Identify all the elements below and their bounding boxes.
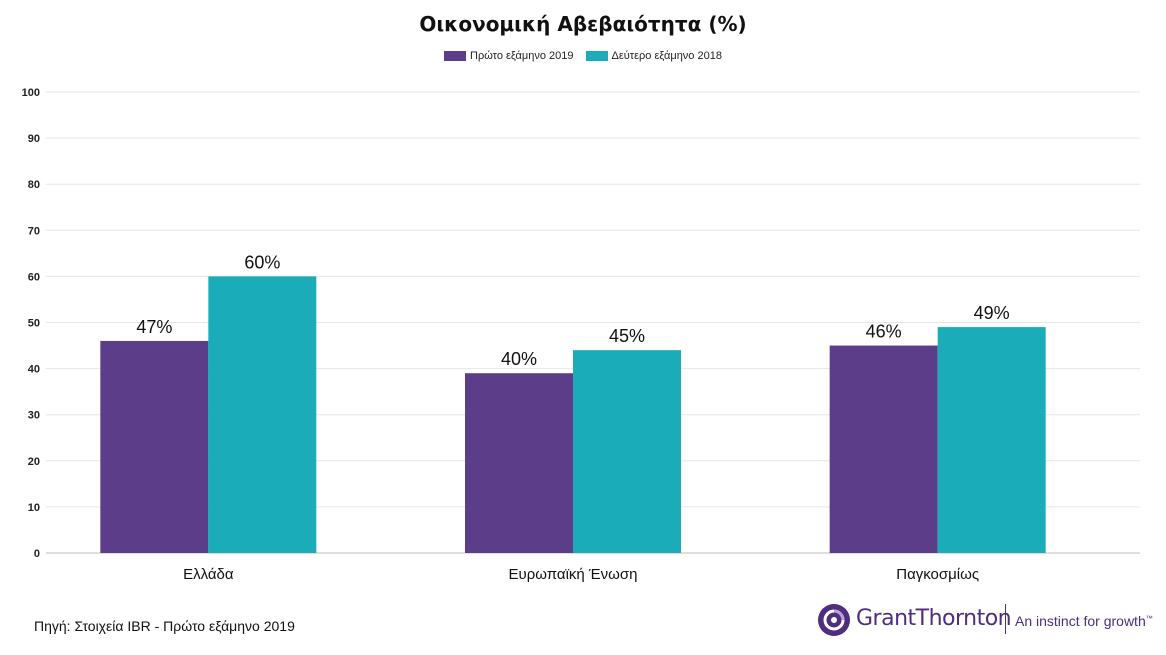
data-label: 45%	[609, 326, 645, 346]
legend-swatch-series-1	[444, 51, 467, 61]
data-label: 46%	[866, 322, 902, 342]
bar-chart: 0 10 20 30 40 50 60 70 80 90 100 47% 60% Ελλάδα 40% 45%…	[22, 87, 1140, 583]
x-tick-label: Ευρωπαϊκή Ένωση	[509, 566, 638, 583]
brand-logo: GrantThornton An instinct for growth™	[814, 600, 1159, 640]
bar	[937, 327, 1046, 553]
y-tick-label: 30	[28, 410, 40, 422]
legend-swatch-series-2	[585, 51, 608, 61]
source-note: Πηγή: Στοιχεία IBR - Πρώτο εξάμηνο 2019	[34, 618, 295, 634]
y-tick-label: 60	[28, 271, 40, 283]
brand-logo-icon	[818, 604, 850, 636]
legend-item-series-1[interactable]: Πρώτο εξάμηνο 2019	[444, 50, 574, 62]
legend-label-series-2: Δεύτερο εξάμηνο 2018	[611, 50, 722, 62]
bar	[465, 373, 573, 553]
brand-divider	[1005, 604, 1006, 634]
brand-tagline-text: An instinct for growth	[1015, 613, 1146, 629]
y-tick-label: 0	[34, 548, 40, 560]
y-tick-label: 90	[28, 133, 40, 145]
y-tick-label: 100	[22, 87, 40, 99]
legend-item-series-2[interactable]: Δεύτερο εξάμηνο 2018	[585, 50, 722, 62]
data-label: 60%	[244, 252, 280, 272]
bar	[573, 350, 681, 553]
y-tick-label: 10	[28, 502, 40, 514]
legend-label-series-1: Πρώτο εξάμηνο 2019	[470, 50, 574, 62]
y-tick-label: 20	[28, 456, 40, 468]
brand-tagline: An instinct for growth™	[1015, 613, 1153, 629]
y-tick-label: 50	[28, 318, 40, 330]
legend: Πρώτο εξάμηνο 2019 Δεύτερο εξάμηνο 2018	[0, 50, 1166, 62]
x-tick-label: Παγκοσμίως	[896, 566, 979, 583]
y-tick-label: 40	[28, 364, 40, 376]
x-tick-label: Ελλάδα	[183, 566, 234, 583]
data-label: 40%	[501, 349, 537, 369]
brand-tagline-mark: ™	[1145, 615, 1153, 623]
bar	[829, 345, 938, 553]
data-label: 47%	[136, 317, 172, 337]
chart-title: Οικονομική Αβεβαιότητα (%)	[419, 12, 747, 36]
brand-name: GrantThornton	[856, 606, 1012, 631]
y-tick-label: 80	[28, 179, 40, 191]
data-label: 49%	[974, 303, 1010, 323]
bar	[208, 276, 317, 553]
y-tick-label: 70	[28, 225, 40, 237]
bar	[100, 340, 209, 553]
